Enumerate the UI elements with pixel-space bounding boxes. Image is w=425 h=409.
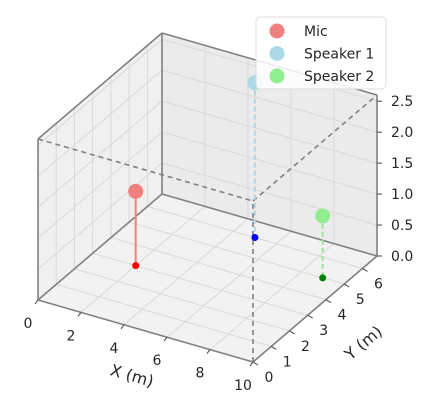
y-tick-label: 5	[356, 292, 365, 308]
left-top-edge	[37, 32, 163, 140]
floor-grid-x	[209, 243, 335, 350]
floor-grid-y	[56, 283, 272, 347]
floor-marker-2	[251, 233, 259, 241]
floor-back-edge	[161, 193, 378, 257]
legend-marker-2	[269, 46, 285, 61]
z-tick-label: 1.5	[391, 156, 413, 172]
legend-label-3: Speaker 2	[304, 69, 374, 85]
legend-marker-1	[269, 23, 285, 39]
y-tick-label: 6	[374, 276, 383, 292]
x-tick-label: 10	[234, 378, 252, 394]
floor-pane	[38, 194, 377, 362]
z-tick-label: 2.5	[391, 94, 413, 110]
y-tick-mark	[325, 299, 332, 304]
legend-label-1: Mic	[304, 24, 328, 40]
room-box-outline	[37, 94, 378, 362]
room-box-edge	[37, 138, 254, 202]
x-tick-label: 8	[196, 366, 205, 382]
y-tick-label: 0	[265, 370, 274, 386]
z-tick-label: 2.0	[391, 125, 413, 141]
data-point-1	[128, 183, 144, 199]
data-point-3	[315, 208, 331, 224]
x-tick-mark	[163, 336, 168, 342]
floor-left-edge	[37, 193, 163, 301]
x-tick-label: 0	[24, 316, 33, 332]
floor-marker-1	[132, 262, 140, 270]
y-tick-mark	[252, 361, 259, 366]
y-axis-line	[252, 255, 378, 363]
left-grid-z	[37, 69, 163, 177]
floor-grid-x	[80, 206, 206, 313]
y-tick-mark	[362, 268, 368, 272]
left-grid-z	[37, 162, 163, 270]
x-tick-label: 6	[153, 353, 162, 369]
x-tick-mark	[34, 299, 39, 305]
left-grid-z	[37, 38, 163, 146]
y-tick-mark	[343, 283, 350, 288]
floor-grid-y	[92, 252, 308, 316]
x-tick-label: 2	[67, 328, 76, 344]
stems	[132, 82, 327, 282]
x-axis-line	[37, 299, 254, 363]
x-tick-mark	[120, 324, 125, 330]
x-tick-mark	[206, 349, 211, 354]
floor-grid-x	[166, 230, 292, 338]
y-tick-label: 1	[283, 354, 292, 370]
left-grid-z	[37, 131, 163, 239]
room-box-edge	[252, 94, 378, 202]
z-tick-label: 0.0	[391, 249, 413, 265]
y-tick-mark	[307, 314, 313, 319]
floor-grid-x	[123, 218, 249, 326]
left-grid-z	[37, 100, 163, 208]
legend-label-2: Speaker 1	[304, 47, 374, 63]
floor-marker-3	[319, 274, 327, 282]
y-tick-label: 2	[301, 339, 310, 355]
legend: Mic Speaker 1 Speaker 2	[255, 16, 387, 90]
back-grid-z	[161, 69, 378, 133]
z-tick-label: 0.5	[391, 218, 413, 234]
y-tick-label: 3	[319, 323, 328, 339]
legend-marker-3	[269, 68, 285, 84]
floor-grid-y	[129, 221, 345, 285]
y-axis-label: Y (m)	[340, 322, 386, 365]
back-grid-z	[161, 100, 378, 164]
x-tick-mark	[77, 312, 82, 317]
legend-box	[255, 16, 387, 90]
data-points	[128, 75, 331, 224]
x-tick-mark	[249, 361, 254, 367]
y-tick-mark	[270, 345, 277, 350]
x-axis-label: X (m)	[108, 360, 156, 390]
y-tick-label: 4	[337, 308, 346, 324]
back-grid-z	[161, 131, 378, 195]
back-grid-z	[161, 162, 378, 226]
floor-grid-y	[74, 268, 290, 332]
left-wall-pane	[38, 33, 162, 300]
floor-grid-y	[110, 237, 327, 301]
x-tick-label: 4	[110, 341, 119, 357]
z-tick-label: 1.0	[391, 187, 413, 203]
y-tick-mark	[289, 330, 295, 335]
